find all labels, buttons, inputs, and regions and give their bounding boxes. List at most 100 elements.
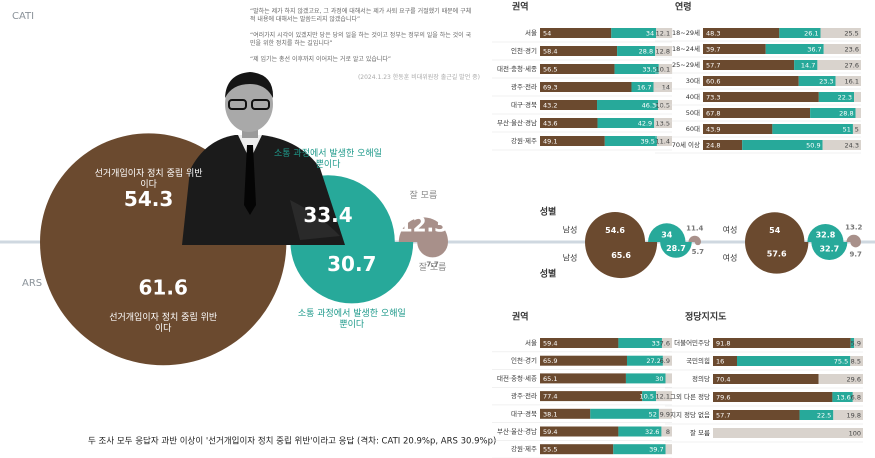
row-label: 인천·경기 <box>511 46 537 55</box>
value-label: 26.1 <box>804 30 818 38</box>
bar-segment <box>540 426 619 437</box>
value-label: 69.3 <box>543 84 557 92</box>
bar-segment <box>658 408 672 419</box>
bar-segment <box>703 28 780 38</box>
bar-segment <box>540 82 632 92</box>
value-label: 10.5 <box>656 102 670 110</box>
category-label: 잘 모름 <box>409 191 438 202</box>
value-label: 77.4 <box>543 393 557 401</box>
bar-segment <box>852 124 861 134</box>
row-label: 18~24세 <box>672 44 700 53</box>
group-label: 여성 <box>723 253 738 263</box>
value-label: 54 <box>769 226 781 235</box>
value-label: 54.6 <box>605 226 625 235</box>
row-label: 국민의힘 <box>686 356 710 365</box>
bar-segment <box>713 428 863 438</box>
value-label: 58.4 <box>543 48 557 56</box>
bar-segment <box>614 64 659 74</box>
value-label: 65.9 <box>543 357 557 365</box>
value-label: 32.8 <box>816 231 836 240</box>
bar-segment <box>850 338 855 348</box>
row-label: 대전·충청·세종 <box>497 64 537 73</box>
value-label: 55.5 <box>543 446 557 454</box>
value-label: 67.8 <box>706 110 720 118</box>
group-label: 여성 <box>723 225 738 235</box>
bar-segment <box>540 28 612 38</box>
bar-segment <box>665 373 672 384</box>
category-label: 소통 과정에서 발생한 오해일 뿐이다 <box>274 149 382 171</box>
row-label: 40대 <box>686 93 700 101</box>
bar-segment <box>772 124 853 134</box>
bar-segment <box>665 444 672 455</box>
bar-segment <box>658 64 673 74</box>
bubble <box>846 234 861 242</box>
value-label: 7.6 <box>660 340 670 348</box>
row-label: 25~29세 <box>672 60 700 69</box>
value-label: 33.4 <box>303 203 352 227</box>
panel-title: 권역 <box>512 1 529 13</box>
bar-segment <box>597 118 655 128</box>
bubble <box>745 212 805 242</box>
value-label: 30.7 <box>327 252 376 276</box>
row-label: 정의당 <box>692 374 710 383</box>
bar-segment <box>540 408 591 419</box>
bar-segment <box>832 392 853 402</box>
value-label: 33 <box>652 340 660 348</box>
value-label: 6.8 <box>851 394 861 402</box>
row-label: 부산·울산·경남 <box>497 427 537 436</box>
bar-segment <box>703 60 795 70</box>
bar-segment <box>662 355 672 366</box>
group-label: 남성 <box>563 254 578 263</box>
value-label: 10.1 <box>656 66 670 74</box>
bubble <box>585 211 646 242</box>
quote: “말하는 제가 하지 않겠고요, 그 과정에 대해서는 제가 사퇴 요구를 거절… <box>250 8 472 23</box>
value-label: 28.8 <box>639 48 653 56</box>
value-label: 70.4 <box>716 376 730 384</box>
bar-segment <box>703 108 811 118</box>
value-label: 32.7 <box>819 244 839 253</box>
bar-segment <box>626 355 663 366</box>
bar-segment <box>810 108 856 118</box>
bar-segment <box>799 410 834 420</box>
row-label: 서울 <box>525 28 537 37</box>
value-label: 30 <box>655 375 663 383</box>
bar-segment <box>540 118 598 128</box>
value-label: 9.9 <box>660 410 670 418</box>
bar-segment <box>794 60 818 70</box>
value-label: 11.4 <box>656 138 670 146</box>
bubble <box>694 242 701 246</box>
bar-segment <box>540 391 643 402</box>
value-label: 65.1 <box>543 375 557 383</box>
panel-title: 연령 <box>675 1 692 13</box>
bar-segment <box>713 374 819 384</box>
value-label: 79.6 <box>716 394 730 402</box>
bar-segment <box>850 356 863 366</box>
bubble <box>585 242 658 279</box>
category-label: 잘 모름 <box>418 263 447 274</box>
value-label: 51 <box>843 126 851 134</box>
bar-segment <box>818 374 863 384</box>
bar-segment <box>823 44 861 54</box>
category-label: 선거개입이자 정치 중립 위반이다 <box>109 313 218 335</box>
bar-segment <box>703 140 743 150</box>
bar-segment <box>540 136 605 146</box>
value-label: 8 <box>666 428 670 436</box>
value-label: 16.1 <box>845 78 859 86</box>
bar-segment <box>713 392 833 402</box>
value-label: 42.9 <box>638 120 652 128</box>
bar-segment <box>855 108 861 118</box>
bubble <box>398 217 448 242</box>
quote: “여러가지 시각이 있겠지만 당은 당의 일을 하는 것이고 정부는 정부의 일… <box>250 32 472 47</box>
bar-segment <box>703 124 773 134</box>
value-label: 32.6 <box>645 428 659 436</box>
bar-segment <box>540 444 614 455</box>
value-label: 60.6 <box>706 78 720 86</box>
category-label: 소통 과정에서 발생한 오해일 뿐이다 <box>297 309 406 331</box>
row-label: 잘 모름 <box>690 429 710 437</box>
value-label: 28.8 <box>839 110 853 118</box>
cati-label: CATI <box>12 11 34 22</box>
value-label: 27.6 <box>845 62 859 70</box>
row-label: 서울 <box>525 338 537 347</box>
value-label: 7.7 <box>426 260 439 268</box>
value-label: 5 <box>855 126 859 134</box>
